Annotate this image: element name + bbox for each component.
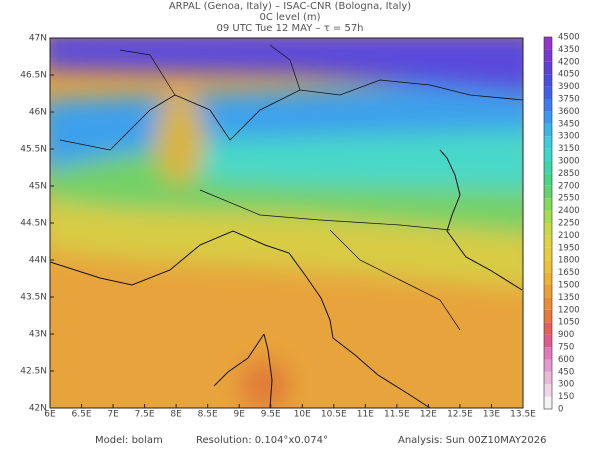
lon-label: 8.5E	[198, 410, 218, 420]
colorbar-swatch	[544, 309, 552, 323]
colorbar-swatch	[544, 223, 552, 236]
lat-label: 42.5N	[20, 367, 47, 377]
colorbar-label: 2550	[558, 194, 580, 204]
colorbar-label: 300	[558, 380, 574, 390]
lat-label: 44.5N	[20, 219, 47, 229]
colorbar-swatch	[544, 86, 552, 99]
colorbar-label: 4500	[558, 33, 580, 43]
lon-label: 7.5E	[135, 410, 155, 420]
colorbar-label: 1200	[558, 305, 580, 315]
colorbar-label: 450	[558, 367, 574, 377]
header-line: 0C level (m)	[259, 12, 320, 23]
lon-label: 6E	[44, 410, 56, 420]
header-line: 09 UTC Tue 12 MAY – τ = 57h	[216, 23, 363, 34]
colorbar-label: 1500	[558, 281, 580, 291]
lon-label: 7E	[107, 410, 119, 420]
colorbar-swatch	[544, 185, 552, 199]
colorbar-swatch	[544, 123, 552, 137]
colorbar-swatch	[544, 235, 552, 248]
colorbar-swatch	[544, 371, 552, 385]
colorbar-swatch	[544, 37, 552, 50]
colorbar-swatch	[544, 49, 552, 62]
colorbar-label: 3900	[558, 82, 580, 92]
colorbar-label: 4350	[558, 45, 580, 55]
colorbar-swatch	[544, 136, 552, 149]
colorbar-label: 3450	[558, 119, 580, 129]
header-line: ARPAL (Genoa, Italy) – ISAC-CNR (Bologna…	[169, 1, 411, 12]
lon-label: 10.5E	[321, 410, 347, 420]
lon-label: 11E	[357, 410, 374, 420]
lon-label: 9E	[233, 410, 245, 420]
colorbar-swatch	[544, 99, 552, 112]
colorbar-label: 600	[558, 355, 574, 365]
footer-analysis: Analysis: Sun 00Z10MAY2026	[398, 435, 547, 446]
colorbar-label: 1050	[558, 318, 580, 328]
colorbar-label: 2700	[558, 181, 580, 191]
colorbar-label: 2100	[558, 231, 580, 241]
lat-label: 44N	[29, 256, 47, 266]
colorbar-label: 750	[558, 343, 574, 353]
colorbar-label: 2850	[558, 169, 580, 179]
lon-label: 6.5E	[72, 410, 92, 420]
field	[50, 38, 523, 408]
colorbar-swatch	[544, 173, 552, 186]
colorbar-swatch	[544, 198, 552, 211]
colorbar-swatch	[544, 347, 552, 360]
colorbar-swatch	[544, 210, 552, 223]
colorbar-swatch	[544, 148, 552, 161]
lat-label: 45.5N	[20, 145, 47, 155]
lon-label: 8E	[170, 410, 182, 420]
lat-label: 47N	[29, 34, 47, 44]
lat-label: 43.5N	[20, 293, 47, 303]
lat-label: 46.5N	[20, 71, 47, 81]
lon-label: 10E	[294, 410, 311, 420]
colorbar-label: 4200	[558, 57, 580, 67]
colorbar-swatch	[544, 359, 552, 372]
lon-label: 9.5E	[261, 410, 281, 420]
lon-label: 12E	[420, 410, 437, 420]
colorbar-label: 3600	[558, 107, 580, 117]
colorbar-label: 1650	[558, 268, 580, 278]
colorbar-swatch	[544, 111, 552, 124]
colorbar-swatch	[544, 260, 552, 273]
colorbar-label: 4050	[558, 70, 580, 80]
lon-label: 13E	[483, 410, 500, 420]
colorbar-label: 1800	[558, 256, 580, 266]
colorbar-label: 0	[558, 405, 563, 415]
lat-label: 42N	[29, 404, 47, 414]
colorbar-label: 3000	[558, 157, 580, 167]
colorbar-swatch	[544, 322, 552, 335]
colorbar-label: 3750	[558, 95, 580, 105]
colorbar-swatch	[544, 247, 552, 261]
colorbar-label: 1350	[558, 293, 580, 303]
coastlines	[50, 44, 523, 408]
colorbar-swatch	[544, 334, 552, 347]
colorbar-swatch	[544, 61, 552, 75]
colorbar-swatch	[544, 297, 552, 310]
colorbar-swatch	[544, 161, 552, 174]
colorbar-swatch	[544, 74, 552, 87]
footer-model: Model: bolam	[95, 435, 163, 446]
colorbar-frame	[543, 36, 553, 410]
footer-resolution: Resolution: 0.104°x0.074°	[196, 435, 328, 446]
lon-label: 12.5E	[447, 410, 473, 420]
colorbar-label: 150	[558, 392, 574, 402]
colorbar-label: 1950	[558, 243, 580, 253]
colorbar-label: 900	[558, 330, 574, 340]
colorbar-label: 3150	[558, 144, 580, 154]
lat-label: 46N	[29, 108, 47, 118]
colorbar-label: 3300	[558, 132, 580, 142]
colorbar-swatch	[544, 396, 552, 409]
colorbar-label: 2400	[558, 206, 580, 216]
lon-label: 13.5E	[510, 410, 536, 420]
lon-label: 11.5E	[384, 410, 410, 420]
lat-label: 45N	[29, 182, 47, 192]
colorbar-swatch	[544, 285, 552, 298]
colorbar-swatch	[544, 384, 552, 397]
colorbar-label: 2250	[558, 219, 580, 229]
colorbar-swatch	[544, 272, 552, 285]
lat-label: 43N	[29, 330, 47, 340]
